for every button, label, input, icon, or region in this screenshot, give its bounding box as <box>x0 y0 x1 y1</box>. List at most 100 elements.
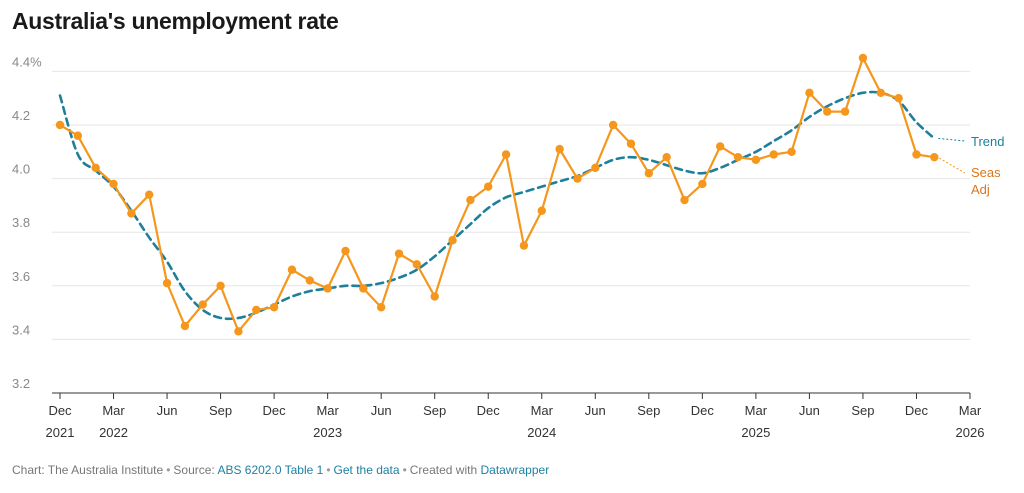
seas-adj-point <box>287 265 297 274</box>
seas-adj-point <box>466 195 475 205</box>
seas-adj-point <box>912 150 921 159</box>
seas-adj-point <box>751 155 761 165</box>
x-tick-label: Jun <box>799 403 820 418</box>
seas-adj-series <box>55 53 939 336</box>
seas-adj-point <box>715 142 725 151</box>
seas-adj-point <box>858 53 868 63</box>
x-axis: Dec 2021 Mar 2022 Jun Sep Dec Mar 2023 Jun Sep Dec M… <box>46 393 985 440</box>
x-tick-label: Jun <box>371 403 392 418</box>
y-tick-label: 4.2 <box>12 108 30 123</box>
seas-adj-point <box>680 195 689 205</box>
x-tick-label: Dec <box>905 403 929 418</box>
seas-adj-point <box>73 131 83 140</box>
seas-adj-series-label: Adj <box>971 182 990 197</box>
seas-adj-point <box>412 260 422 269</box>
chart-credit: Chart: The Australia Institute <box>12 463 164 477</box>
y-tick-label: 3.6 <box>12 269 30 284</box>
seas-adj-point <box>805 88 814 98</box>
chart-footer: Chart: The Australia Institute • Source: A… <box>12 463 550 477</box>
y-tick-label: 4.4% <box>12 54 42 69</box>
seas-adj-point <box>644 169 654 178</box>
seas-adj-label-connector <box>939 157 966 174</box>
seas-adj-point <box>733 152 743 162</box>
seas-adj-point <box>787 147 796 156</box>
seas-adj-point <box>269 303 279 312</box>
series-labels: Seas Adj Trend <box>938 134 1004 197</box>
x-tick-label: Mar <box>316 403 339 418</box>
y-axis-tick-labels: 4.4% 4.2 4.0 3.8 3.6 3.4 3.2 <box>12 54 42 391</box>
x-tick-label: Dec <box>477 403 501 418</box>
seas-adj-point <box>698 179 707 189</box>
x-tick-label: Mar <box>102 403 125 418</box>
seas-adj-point <box>894 94 903 103</box>
trend-series-label: Trend <box>971 134 1004 149</box>
x-tick-label: Sep <box>423 403 446 418</box>
seas-adj-point <box>626 139 636 148</box>
seas-adj-point <box>376 303 386 312</box>
y-tick-label: 3.4 <box>12 322 30 337</box>
seas-adj-point <box>448 236 457 245</box>
x-tick-label: Dec <box>48 403 72 418</box>
created-prefix: Created with <box>409 463 478 477</box>
y-gridlines <box>52 70 970 394</box>
seas-adj-point <box>840 107 850 116</box>
x-tick-label: Jun <box>585 403 606 418</box>
x-tick-year-label: 2021 <box>46 425 75 440</box>
seas-adj-point <box>127 209 136 218</box>
seas-adj-point <box>145 190 154 199</box>
source-link[interactable]: ABS 6202.0 Table 1 <box>217 463 324 477</box>
seas-adj-point <box>608 120 618 130</box>
seas-adj-point <box>662 152 671 162</box>
seas-adj-point <box>430 292 439 301</box>
seas-adj-point <box>55 120 65 130</box>
seas-adj-point <box>162 278 172 288</box>
x-tick-label: Sep <box>851 403 874 418</box>
source-prefix: Source: <box>173 463 215 477</box>
seas-adj-point <box>501 150 511 159</box>
seas-adj-point <box>591 163 600 173</box>
seas-adj-point <box>555 144 564 154</box>
x-tick-year-label: 2024 <box>527 425 556 440</box>
seas-adj-point <box>234 327 243 336</box>
seas-adj-point <box>216 281 225 290</box>
seas-adj-point <box>769 150 778 159</box>
trend-series <box>58 90 936 321</box>
seas-adj-point <box>573 174 582 183</box>
datawrapper-link[interactable]: Datawrapper <box>480 463 550 477</box>
x-tick-year-label: 2022 <box>99 425 128 440</box>
seas-adj-point <box>484 182 493 191</box>
seas-adj-point <box>394 249 404 258</box>
x-tick-label: Jun <box>157 403 178 418</box>
x-tick-label: Sep <box>209 403 232 418</box>
y-tick-label: 3.8 <box>12 215 30 230</box>
seas-adj-point <box>519 241 529 250</box>
x-tick-label: Sep <box>637 403 660 418</box>
trend-label-connector <box>938 137 966 142</box>
y-tick-label: 3.2 <box>12 376 30 391</box>
seas-adj-point <box>341 246 350 256</box>
seas-adj-point <box>109 179 118 189</box>
seas-adj-series-label: Seas <box>971 165 1001 180</box>
seas-adj-point <box>823 107 832 116</box>
x-tick-label: Mar <box>745 403 768 418</box>
y-tick-label: 4.0 <box>12 162 30 177</box>
seas-adj-point <box>91 163 100 173</box>
x-tick-label: Mar <box>531 403 554 418</box>
seas-adj-point <box>359 284 368 293</box>
seas-adj-point <box>198 300 207 309</box>
seas-adj-point <box>323 284 332 293</box>
get-data-link[interactable]: Get the data <box>333 463 400 477</box>
seas-adj-point <box>876 88 885 98</box>
x-tick-year-label: 2026 <box>956 425 985 440</box>
chart-title: Australia's unemployment rate <box>12 8 339 34</box>
seas-adj-point <box>305 276 315 285</box>
x-tick-label: Dec <box>691 403 715 418</box>
trend-line <box>58 90 936 321</box>
x-tick-year-label: 2023 <box>313 425 342 440</box>
seas-adj-point <box>930 152 939 162</box>
x-tick-label: Dec <box>263 403 287 418</box>
x-tick-year-label: 2025 <box>741 425 770 440</box>
seas-adj-point <box>537 206 546 215</box>
seas-adj-line <box>59 56 935 333</box>
